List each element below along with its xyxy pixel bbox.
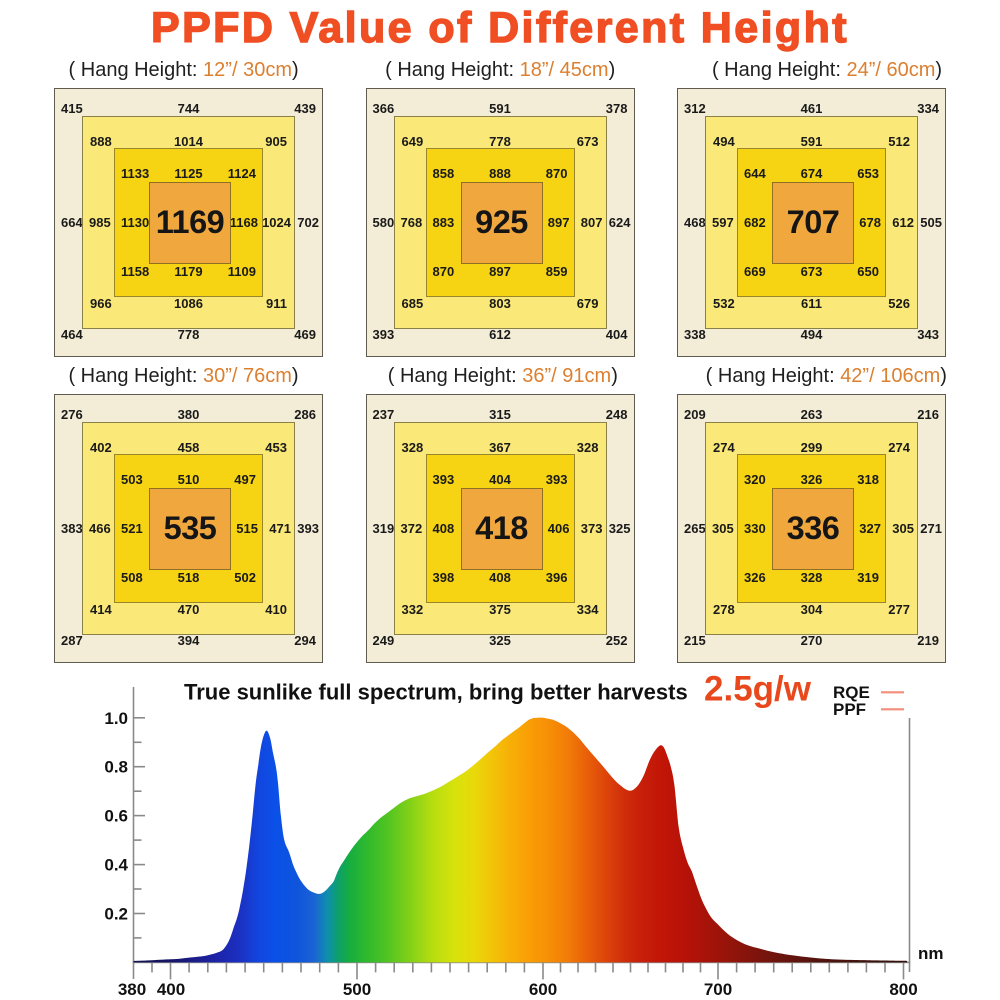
svg-text:500: 500	[343, 980, 371, 999]
svg-text:600: 600	[529, 980, 557, 999]
svg-text:0.4: 0.4	[104, 856, 128, 875]
svg-text:0.8: 0.8	[104, 758, 128, 777]
svg-text:1.0: 1.0	[104, 709, 128, 728]
svg-text:True sunlike full spectrum, br: True sunlike full spectrum, bring better…	[184, 680, 688, 705]
svg-text:2.5g/w: 2.5g/w	[704, 670, 812, 709]
svg-text:nm: nm	[918, 944, 944, 963]
svg-text:0.6: 0.6	[104, 807, 128, 826]
svg-text:800: 800	[889, 980, 917, 999]
svg-text:700: 700	[704, 980, 732, 999]
svg-text:380: 380	[118, 980, 146, 999]
svg-text:RQE: RQE	[833, 683, 870, 702]
svg-text:400: 400	[157, 980, 185, 999]
svg-text:PPF: PPF	[833, 700, 866, 719]
svg-text:0.2: 0.2	[104, 905, 128, 924]
